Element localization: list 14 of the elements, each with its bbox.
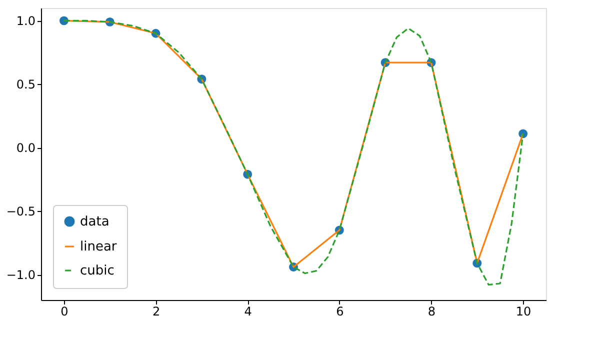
y-tick-label: 0.5	[16, 78, 36, 92]
legend-label: data	[80, 214, 110, 230]
x-tick-label: 6	[336, 304, 344, 318]
y-tick-label: −0.5	[6, 204, 36, 219]
x-tick-label: 8	[428, 304, 436, 318]
x-tick-label: 2	[152, 304, 160, 318]
y-tick-label: 1.0	[16, 14, 36, 28]
x-tick-label: 10	[516, 304, 532, 318]
x-tick-label: 4	[244, 304, 252, 318]
legend-label: cubic	[80, 264, 114, 278]
x-tick-label: 0	[60, 304, 68, 318]
y-tick-label: −1.0	[6, 268, 36, 282]
y-tick-label: 0.0	[16, 141, 36, 156]
legend-label: linear	[80, 240, 118, 254]
